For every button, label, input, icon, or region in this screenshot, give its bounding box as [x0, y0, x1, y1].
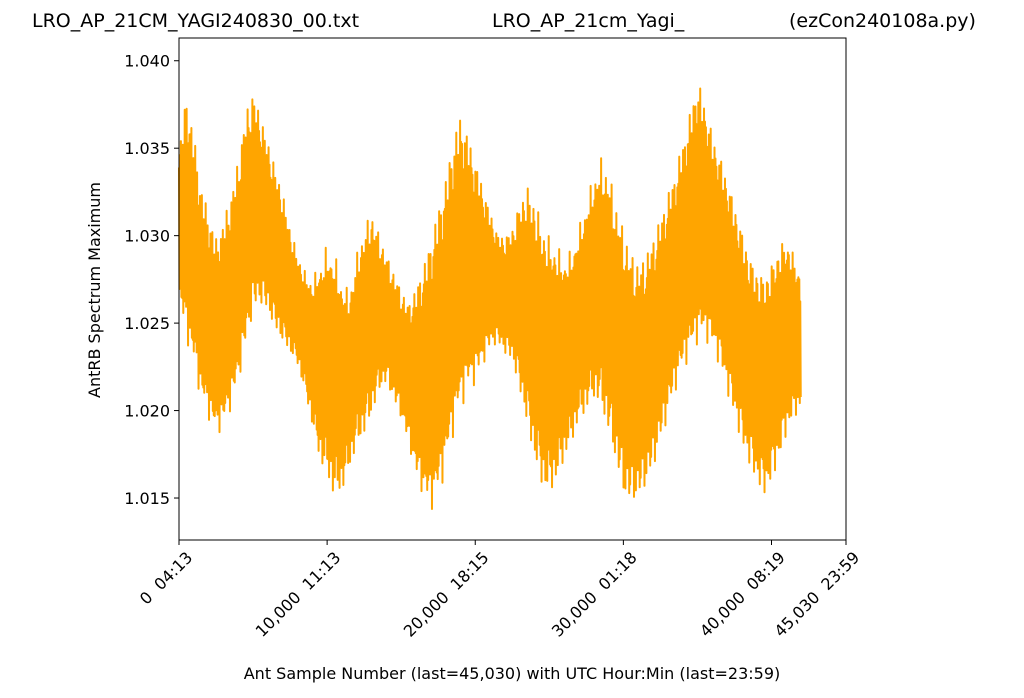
- series-line-0: [178, 87, 802, 510]
- x-tick-label: 20,000 18:15: [400, 548, 493, 641]
- x-axis: 0 04:13 10,000 11:13 20,000 18:15 30,000 01…: [136, 540, 863, 641]
- plot-area: [178, 87, 802, 510]
- y-tick-label: 1.015: [124, 489, 170, 508]
- axes-frame: [178, 37, 847, 541]
- y-tick-label: 1.025: [124, 314, 170, 333]
- x-tick-label: 0 04:13: [136, 548, 196, 608]
- x-tick-label: 30,000 01:18: [548, 548, 641, 641]
- header-script: (ezCon240108a.py): [789, 10, 976, 32]
- header-filename: LRO_AP_21CM_YAGI240830_00.txt: [32, 10, 360, 32]
- x-axis-label: Ant Sample Number (last=45,030) with UTC…: [244, 664, 781, 683]
- y-tick-label: 1.020: [124, 402, 170, 421]
- y-axis: 1.015 1.020 1.025 1.030 1.035 1.040: [124, 52, 179, 508]
- y-tick-label: 1.040: [124, 52, 170, 71]
- x-tick-label: 10,000 11:13: [252, 548, 345, 641]
- y-axis-label: AntRB Spectrum Maximum: [85, 182, 104, 398]
- header-title: LRO_AP_21cm_Yagi_: [492, 10, 685, 32]
- y-tick-label: 1.030: [124, 227, 170, 246]
- y-tick-label: 1.035: [124, 139, 170, 158]
